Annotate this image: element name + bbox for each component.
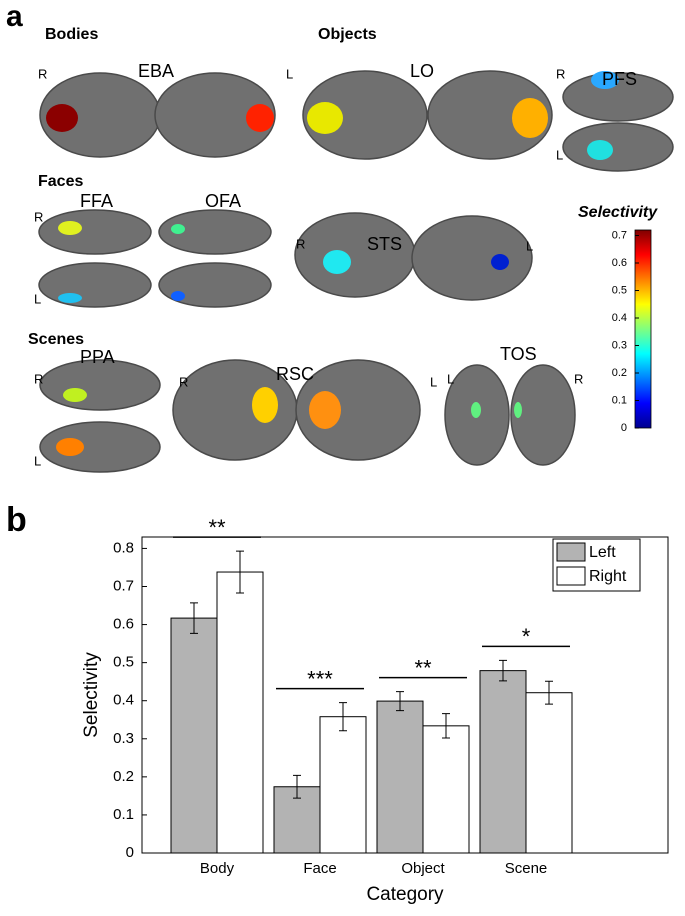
hemi-label: L bbox=[34, 291, 41, 306]
hemi-label: L bbox=[447, 371, 454, 386]
y-tick-label: 0.2 bbox=[113, 768, 134, 785]
legend-swatch bbox=[556, 542, 586, 562]
roi-label: EBA bbox=[138, 61, 174, 81]
error-bar bbox=[396, 691, 404, 712]
bar bbox=[479, 670, 527, 854]
x-tick-label: Object bbox=[401, 860, 445, 877]
roi-label: FFA bbox=[80, 191, 113, 211]
error-bar bbox=[236, 550, 244, 594]
y-tick-label: 0 bbox=[126, 844, 134, 861]
roi-label: RSC bbox=[276, 364, 314, 384]
x-tick-label: Face bbox=[303, 860, 336, 877]
error-bar bbox=[545, 680, 553, 705]
heading: Scenes bbox=[28, 331, 84, 348]
error-bar bbox=[293, 774, 301, 799]
heading: Objects bbox=[318, 26, 377, 43]
bar bbox=[376, 700, 424, 854]
bar bbox=[422, 725, 470, 854]
bar bbox=[170, 617, 218, 854]
hemi-label: R bbox=[574, 371, 583, 386]
roi-label: PPA bbox=[80, 347, 115, 367]
bar bbox=[216, 571, 264, 854]
colorbar-tick-label: 0.4 bbox=[612, 312, 627, 324]
error-bar bbox=[339, 702, 347, 732]
legend-swatch bbox=[556, 566, 586, 586]
colorbar-title: Selectivity bbox=[578, 204, 658, 221]
y-tick-label: 0.5 bbox=[113, 654, 134, 671]
colorbar-tick-label: 0.6 bbox=[612, 257, 627, 269]
legend-label: Left bbox=[589, 544, 616, 561]
hemi-label: L bbox=[526, 238, 533, 253]
error-bar bbox=[499, 659, 507, 682]
y-tick-label: 0.8 bbox=[113, 539, 134, 556]
y-axis-label: Selectivity bbox=[81, 652, 102, 738]
hemi-label: L bbox=[34, 453, 41, 468]
roi-label: LO bbox=[410, 61, 434, 81]
bar bbox=[525, 692, 573, 854]
significance-label: * bbox=[522, 624, 531, 649]
error-bar bbox=[190, 602, 198, 634]
roi-label: STS bbox=[367, 234, 402, 254]
colorbar-tick-label: 0.3 bbox=[612, 339, 627, 351]
hemi-label: R bbox=[34, 209, 43, 224]
significance-label: ** bbox=[414, 655, 432, 680]
heading: Faces bbox=[38, 173, 83, 190]
y-tick-label: 0.6 bbox=[113, 616, 134, 633]
panel-label: b bbox=[6, 501, 27, 539]
roi-label: PFS bbox=[602, 69, 637, 89]
y-tick-label: 0.7 bbox=[113, 577, 134, 594]
hemi-label: R bbox=[296, 236, 305, 251]
roi-label: TOS bbox=[500, 344, 537, 364]
colorbar-tick-label: 0.1 bbox=[612, 394, 627, 406]
hemi-label: L bbox=[556, 147, 563, 162]
y-tick-label: 0.1 bbox=[113, 806, 134, 823]
bar bbox=[319, 716, 367, 854]
colorbar-tick-label: 0.7 bbox=[612, 229, 627, 241]
x-tick-label: Body bbox=[200, 860, 235, 877]
significance-label: ** bbox=[208, 515, 226, 540]
significance-label: *** bbox=[307, 666, 333, 691]
x-axis-label: Category bbox=[366, 884, 444, 905]
colorbar-tick-label: 0.5 bbox=[612, 284, 627, 296]
brain-images bbox=[38, 70, 674, 473]
hemi-label: L bbox=[430, 374, 437, 389]
colorbar-tick-label: 0.2 bbox=[612, 367, 627, 379]
legend-label: Right bbox=[589, 568, 627, 585]
hemi-label: R bbox=[556, 66, 565, 81]
panel-label: a bbox=[6, 0, 23, 33]
colorbar bbox=[634, 229, 652, 429]
roi-label: OFA bbox=[205, 191, 241, 211]
error-bar bbox=[442, 713, 450, 739]
hemi-label: R bbox=[38, 66, 47, 81]
y-tick-label: 0.3 bbox=[113, 730, 134, 747]
colorbar-tick-label: 0 bbox=[621, 422, 627, 434]
heading: Bodies bbox=[45, 26, 98, 43]
hemi-label: L bbox=[286, 66, 293, 81]
y-tick-label: 0.4 bbox=[113, 692, 134, 709]
x-tick-label: Scene bbox=[505, 860, 548, 877]
hemi-label: R bbox=[34, 371, 43, 386]
hemi-label: R bbox=[179, 374, 188, 389]
